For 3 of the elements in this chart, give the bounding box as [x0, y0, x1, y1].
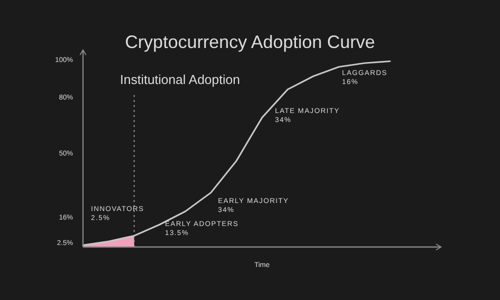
chart-title: Cryptocurrency Adoption Curve	[124, 32, 376, 52]
annotation: Institutional Adoption	[120, 72, 240, 87]
line-series	[82, 60, 391, 246]
